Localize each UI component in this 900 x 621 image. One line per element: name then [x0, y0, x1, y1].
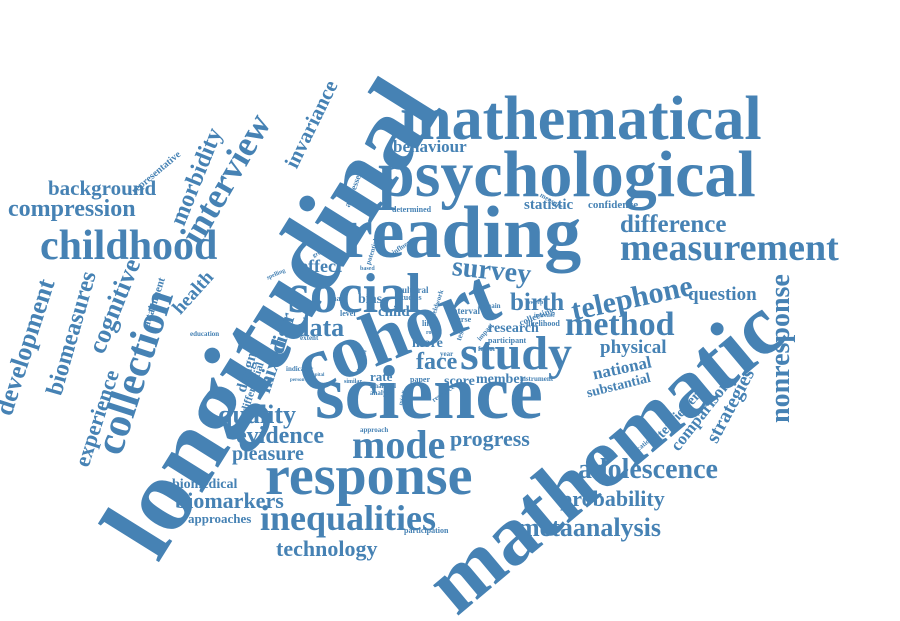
word-biomedical: biomedical [172, 478, 252, 491]
word-increase: increase [534, 313, 566, 319]
word-technology: technology [276, 538, 398, 558]
word-sweep: sweep [528, 300, 552, 306]
word-difference: difference [620, 212, 752, 236]
word-biomarkers: biomarkers [175, 490, 305, 510]
word-more: more [412, 337, 450, 351]
word-extent: extent [300, 335, 326, 342]
word-participation: participation [404, 527, 462, 535]
word-education: education [190, 331, 230, 338]
word-approaches: approaches [188, 512, 266, 524]
word-life: life [422, 320, 438, 328]
word-year: year [440, 351, 460, 358]
word-progress: progress [450, 428, 550, 448]
word-domain: domain [478, 303, 508, 310]
word-indicator: indicator [286, 366, 322, 373]
word-development: development [0, 266, 61, 418]
word-role: role [426, 330, 442, 336]
word-mail: mail [330, 295, 352, 303]
word-based: based [360, 266, 382, 272]
word-confidence: confidence [588, 200, 648, 210]
word-method: method [565, 308, 690, 340]
word-pleasure: pleasure [232, 444, 328, 462]
word-participant: participant [488, 337, 538, 345]
word-rate: rate [370, 370, 398, 382]
word-instrument: instrument [520, 376, 566, 383]
word-behaviour: behaviour [393, 138, 485, 154]
word-capital: capital [310, 373, 332, 378]
word-likelihood: likelihood [526, 320, 566, 328]
word-factor: factor [478, 346, 504, 353]
word-child: child [378, 305, 420, 319]
word-determined: determined [392, 206, 442, 214]
word-probability: probability [560, 488, 680, 510]
word-approach: approach [360, 427, 396, 434]
word-studies: studies [398, 294, 430, 302]
word-analysis: analysis [370, 390, 400, 397]
word-compression: compression [8, 197, 148, 219]
word-effect: effect [300, 257, 356, 273]
word-adolescence: adolescence [578, 456, 750, 482]
word-level: level [340, 310, 364, 318]
word-similar: similar [344, 379, 368, 385]
word-question: question [688, 285, 772, 303]
word-person: person [290, 378, 312, 383]
word-paper: paper [410, 376, 440, 384]
word-metaanalysis: metaanalysis [518, 515, 686, 539]
